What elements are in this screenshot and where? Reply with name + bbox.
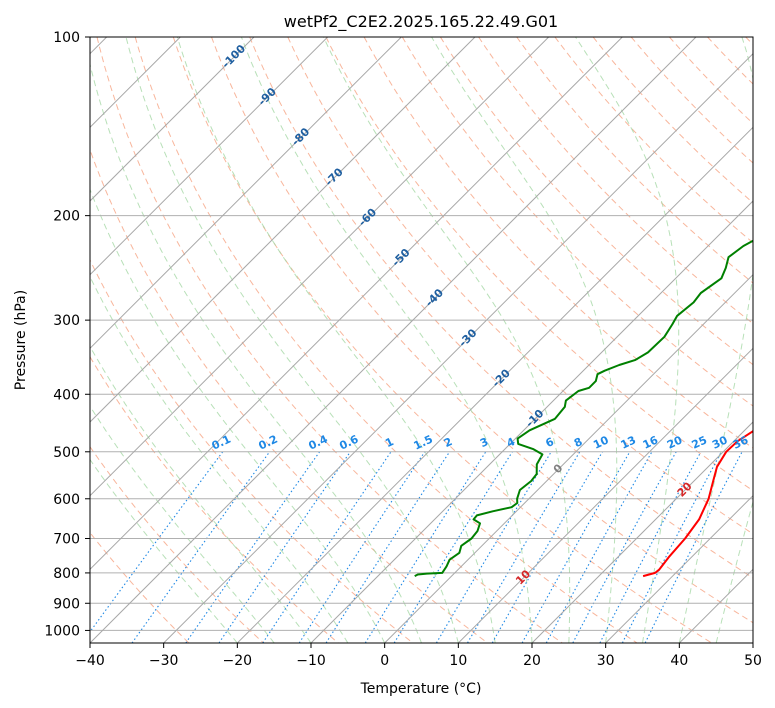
plot-area: -100-90-80-70-60-50-40-30-20-10010203040… [90, 37, 753, 643]
isotherm-gridline [90, 37, 697, 643]
x-tick-label: 0 [380, 653, 389, 669]
x-tick-label: 50 [744, 653, 762, 669]
moist-adiabat-line [575, 37, 680, 643]
mixing-ratio-line [644, 451, 743, 643]
isotherm-gridline [310, 200, 753, 643]
mixing-ratio-line [131, 451, 271, 643]
mixing-ratio-label: 10 [591, 433, 611, 451]
moist-adiabat-line [678, 37, 753, 643]
moist-adiabat-line [90, 275, 349, 643]
dry-adiabat-line [90, 258, 414, 643]
isotherm-gridline [90, 37, 550, 497]
x-tick-label: −30 [149, 653, 179, 669]
x-tick-label: −40 [75, 653, 105, 669]
temperature-profile [642, 429, 753, 578]
mixing-ratio-label: 36 [731, 433, 751, 451]
isotherm-gridline [605, 494, 753, 643]
dry-adiabat-line [401, 37, 753, 407]
moist-adiabat-line [90, 405, 275, 643]
dry-adiabat-line [90, 445, 264, 643]
mixing-ratio-line [218, 451, 351, 643]
moist-adiabat-line [176, 37, 496, 643]
x-tick-label: −10 [296, 653, 326, 669]
isotherm-gridline [90, 37, 476, 423]
mixing-ratio-label: 16 [641, 433, 661, 451]
moist-adiabat-line [90, 188, 386, 643]
mixing-ratio-line [572, 451, 677, 643]
mixing-ratio-line [298, 451, 426, 643]
isotherm-gridline [90, 37, 402, 350]
moist-adiabat-line [90, 62, 422, 643]
mixing-ratio-line [185, 451, 321, 643]
y-tick-label: 500 [53, 445, 80, 461]
mixing-ratio-line [364, 451, 487, 643]
isotherm-gridline [236, 126, 753, 643]
dry-adiabat-line [554, 37, 753, 244]
isotherm-gridline [90, 37, 329, 276]
mixing-ratio-line [599, 451, 702, 643]
isotherm-gridline [90, 37, 255, 202]
y-tick-label: 900 [53, 596, 80, 612]
y-tick-label: 100 [53, 30, 80, 46]
y-tick-label: 700 [53, 532, 80, 548]
dry-adiabat-line [287, 37, 753, 535]
mixing-ratio-line [435, 451, 552, 643]
plot-frame [89, 36, 754, 644]
dry-adiabat-line [134, 37, 638, 643]
mixing-ratio-line [521, 451, 631, 643]
mixing-ratio-line [545, 451, 653, 643]
mixing-ratio-line [262, 451, 392, 643]
moist-adiabat-line [90, 458, 238, 643]
isotherm-gridline [457, 347, 753, 643]
isotherm-gridline [90, 37, 623, 571]
dry-adiabat-line [96, 37, 563, 643]
dry-adiabat-line [172, 37, 712, 643]
y-tick-label: 600 [53, 492, 80, 508]
x-tick-label: −20 [223, 653, 253, 669]
dry-adiabat-line [592, 37, 753, 204]
y-tick-label: 800 [53, 566, 80, 582]
moist-adiabat-line [431, 37, 618, 643]
mixing-ratio-label: 13 [619, 433, 638, 451]
mixing-ratio-line [325, 451, 451, 643]
x-axis-label: Temperature (°C) [360, 681, 482, 697]
dry-adiabat-line [325, 37, 753, 492]
x-tick-label: 30 [597, 653, 615, 669]
moist-adiabat-line [323, 37, 571, 643]
isotherm-gridline [384, 273, 753, 643]
x-tick-label: 10 [449, 653, 467, 669]
dry-adiabat-line [439, 37, 753, 366]
axis-ticks: −40 −30 −20 −10 0 10 20 30 40 50 100 200 300 400 500 60… [44, 30, 762, 669]
dry-adiabat-line [90, 355, 339, 643]
x-tick-label: 40 [670, 653, 688, 669]
isotherm-gridline [163, 52, 753, 643]
y-tick-label: 400 [53, 387, 80, 403]
y-axis-label: Pressure (hPa) [13, 290, 29, 390]
y-tick-label: 1000 [44, 623, 80, 639]
mixing-ratio-line [90, 451, 224, 633]
mixing-ratio-label: 25 [690, 433, 709, 451]
moist-adiabat-line [125, 37, 459, 643]
profile-lines [414, 239, 753, 578]
y-tick-label: 200 [53, 209, 80, 225]
y-tick-label: 300 [53, 313, 80, 329]
chart-title: wetPf2_C2E2.2025.165.22.49.G01 [284, 12, 558, 32]
background-lines [90, 37, 753, 643]
mixing-ratio-label: 20 [665, 433, 685, 451]
dry-adiabat-line [211, 37, 753, 624]
dewpoint-profile [414, 239, 753, 577]
moist-adiabat-line [240, 37, 533, 643]
x-tick-label: 20 [523, 653, 541, 669]
mixing-ratio-label: 30 [710, 433, 730, 451]
isotherm-gridline [531, 421, 753, 643]
moist-adiabat-line [715, 499, 753, 643]
dry-adiabat-line [249, 37, 753, 579]
